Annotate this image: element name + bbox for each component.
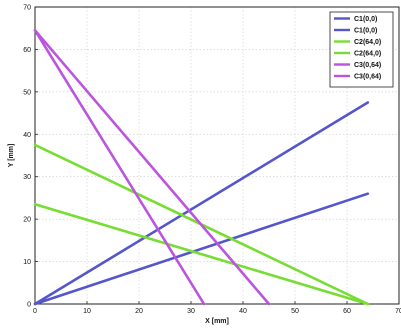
y-tick-label: 30 [23, 174, 31, 181]
x-axis-label: X [mm] [205, 318, 229, 325]
series-line-1 [33, 101, 370, 306]
y-tick-label: 50 [23, 89, 31, 96]
y-tick-label: 20 [23, 217, 31, 224]
legend-label: C3(0,64) [354, 74, 381, 81]
x-tick-label: 0 [33, 308, 37, 315]
legend-box [329, 11, 394, 88]
y-tick-label: 60 [23, 47, 31, 54]
series-line-2 [33, 192, 370, 306]
series-line-4 [33, 202, 370, 306]
x-tick-label: 40 [239, 308, 247, 315]
legend-label: C3(0,64) [354, 62, 381, 69]
y-axis-label: Y [mm] [8, 144, 15, 168]
x-tick-label: 60 [343, 308, 351, 315]
y-tick-label: 40 [23, 132, 31, 139]
series-line-5 [33, 29, 206, 306]
legend-label: C1(0,0) [354, 16, 377, 23]
legend-label: C1(0,0) [354, 28, 377, 35]
x-tick-label: 10 [83, 308, 91, 315]
x-tick-label: 30 [187, 308, 195, 315]
y-tick-label: 70 [23, 5, 31, 12]
x-tick-label: 70 [395, 308, 401, 315]
series-line-6 [33, 29, 271, 306]
x-tick-label: 20 [135, 308, 143, 315]
legend-label: C2(64,0) [354, 51, 381, 58]
y-tick-label: 0 [27, 302, 31, 309]
x-tick-label: 50 [291, 308, 299, 315]
legend-label: C2(64,0) [354, 39, 381, 46]
plot-frame [34, 6, 400, 305]
y-tick-label: 10 [23, 259, 31, 266]
